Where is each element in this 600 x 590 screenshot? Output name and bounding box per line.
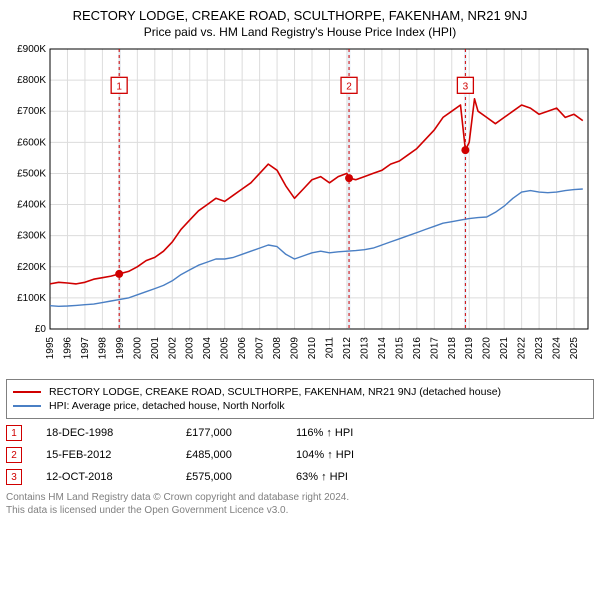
svg-text:2016: 2016 [412, 337, 423, 360]
price-chart: £0 £100K £200K £300K £400K £500K £600K £700K £80… [6, 45, 594, 375]
svg-text:2005: 2005 [220, 337, 231, 360]
footnote-line: This data is licensed under the Open Gov… [6, 504, 594, 517]
svg-text:2: 2 [346, 81, 352, 92]
svg-text:2017: 2017 [429, 337, 440, 360]
sale-row: 3 12-OCT-2018 £575,000 63% ↑ HPI [6, 469, 594, 485]
svg-text:2011: 2011 [324, 337, 335, 359]
sale-pct: 63% ↑ HPI [296, 471, 416, 483]
svg-text:2019: 2019 [464, 337, 475, 360]
sale-price: £575,000 [186, 471, 296, 483]
svg-text:£0: £0 [35, 324, 47, 335]
svg-text:2020: 2020 [482, 337, 493, 360]
svg-text:2004: 2004 [202, 337, 213, 360]
svg-text:£200K: £200K [17, 262, 46, 273]
legend-label: HPI: Average price, detached house, Nort… [49, 400, 285, 412]
svg-text:£500K: £500K [17, 168, 46, 179]
svg-text:2014: 2014 [377, 337, 388, 360]
legend-item: RECTORY LODGE, CREAKE ROAD, SCULTHORPE, … [13, 386, 587, 398]
sale-price: £485,000 [186, 449, 296, 461]
sale-date: 18-DEC-1998 [46, 427, 186, 439]
svg-text:2018: 2018 [447, 337, 458, 360]
svg-text:£700K: £700K [17, 106, 46, 117]
svg-text:1999: 1999 [115, 337, 126, 360]
svg-text:2013: 2013 [359, 337, 370, 360]
svg-text:2023: 2023 [534, 337, 545, 360]
svg-text:2002: 2002 [167, 337, 178, 360]
sale-marker-icon: 3 [6, 469, 22, 485]
svg-text:1997: 1997 [80, 337, 91, 360]
svg-text:2009: 2009 [290, 337, 301, 360]
chart-title: RECTORY LODGE, CREAKE ROAD, SCULTHORPE, … [6, 8, 594, 23]
svg-text:1995: 1995 [45, 337, 56, 360]
svg-text:2024: 2024 [552, 337, 563, 360]
svg-text:1: 1 [116, 81, 122, 92]
svg-text:2010: 2010 [307, 337, 318, 360]
svg-text:2007: 2007 [255, 337, 266, 360]
svg-text:£600K: £600K [17, 137, 46, 148]
svg-text:£400K: £400K [17, 200, 46, 211]
svg-text:2001: 2001 [150, 337, 161, 360]
sale-marker-icon: 2 [6, 447, 22, 463]
svg-text:2025: 2025 [569, 337, 580, 360]
svg-text:2008: 2008 [272, 337, 283, 360]
svg-text:2003: 2003 [185, 337, 196, 360]
svg-text:2015: 2015 [394, 337, 405, 360]
footnote-line: Contains HM Land Registry data © Crown c… [6, 491, 594, 504]
sale-price: £177,000 [186, 427, 296, 439]
svg-text:1998: 1998 [97, 337, 108, 360]
legend-swatch [13, 405, 41, 407]
svg-text:£800K: £800K [17, 75, 46, 86]
sales-table: 1 18-DEC-1998 £177,000 116% ↑ HPI 2 15-F… [6, 425, 594, 485]
sale-row: 2 15-FEB-2012 £485,000 104% ↑ HPI [6, 447, 594, 463]
svg-text:£100K: £100K [17, 293, 46, 304]
svg-text:3: 3 [463, 81, 469, 92]
legend: RECTORY LODGE, CREAKE ROAD, SCULTHORPE, … [6, 379, 594, 419]
sale-date: 15-FEB-2012 [46, 449, 186, 461]
svg-text:1996: 1996 [62, 337, 73, 360]
legend-label: RECTORY LODGE, CREAKE ROAD, SCULTHORPE, … [49, 386, 501, 398]
sale-date: 12-OCT-2018 [46, 471, 186, 483]
chart-container: RECTORY LODGE, CREAKE ROAD, SCULTHORPE, … [0, 0, 600, 375]
svg-text:2021: 2021 [499, 337, 510, 360]
svg-text:2000: 2000 [132, 337, 143, 360]
chart-subtitle: Price paid vs. HM Land Registry's House … [6, 25, 594, 39]
svg-text:2022: 2022 [517, 337, 528, 360]
sale-pct: 104% ↑ HPI [296, 449, 416, 461]
svg-text:2006: 2006 [237, 337, 248, 360]
legend-item: HPI: Average price, detached house, Nort… [13, 400, 587, 412]
footnote: Contains HM Land Registry data © Crown c… [6, 491, 594, 517]
sale-row: 1 18-DEC-1998 £177,000 116% ↑ HPI [6, 425, 594, 441]
sale-marker-icon: 1 [6, 425, 22, 441]
sale-pct: 116% ↑ HPI [296, 427, 416, 439]
svg-text:2012: 2012 [342, 337, 353, 360]
legend-swatch [13, 391, 41, 393]
svg-text:£900K: £900K [17, 45, 46, 55]
svg-text:£300K: £300K [17, 231, 46, 242]
